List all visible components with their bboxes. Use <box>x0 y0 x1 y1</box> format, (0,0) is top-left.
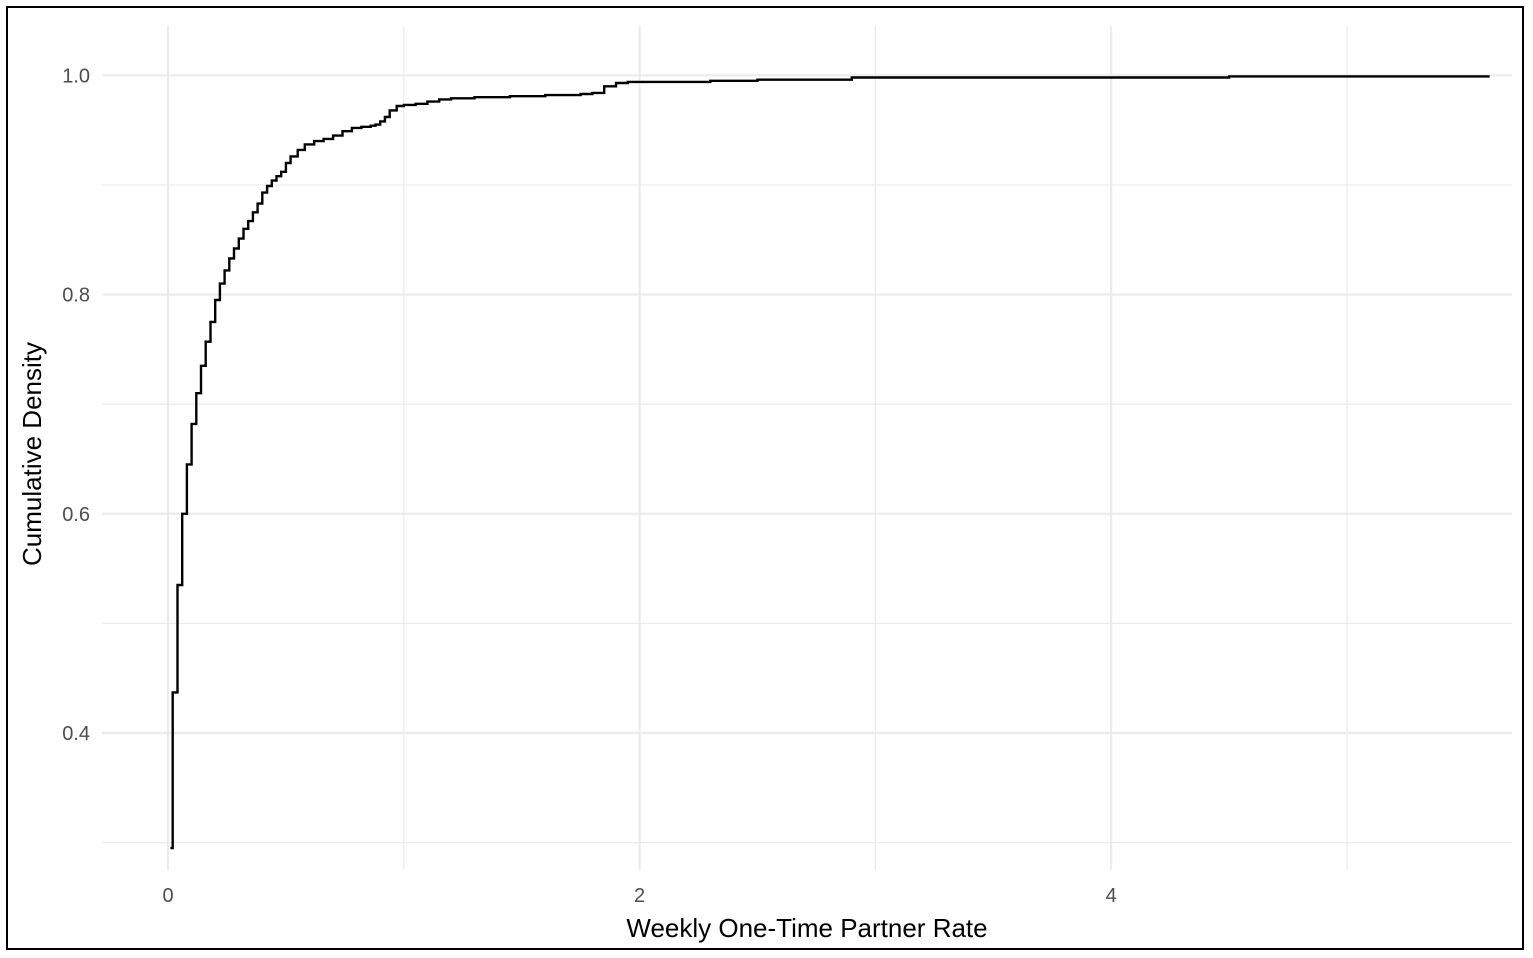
ecdf-chart: 0 2 4 0.4 0.6 0.8 1.0 Weekly One-Time Partner… <box>17 26 1512 943</box>
chart-frame: 0 2 4 0.4 0.6 0.8 1.0 Weekly One-Time Partner… <box>6 6 1524 950</box>
x-tick-label: 4 <box>1106 885 1117 907</box>
y-tick-label: 1.0 <box>62 65 90 87</box>
minor-gridlines <box>102 26 1512 870</box>
x-tick-label: 0 <box>162 885 173 907</box>
ecdf-step-line <box>170 75 1490 850</box>
y-tick-label: 0.4 <box>62 723 90 745</box>
x-axis-title: Weekly One-Time Partner Rate <box>626 913 987 943</box>
y-tick-label: 0.8 <box>62 285 90 307</box>
y-tick-labels: 0.4 0.6 0.8 1.0 <box>62 65 90 745</box>
y-tick-label: 0.6 <box>62 504 90 526</box>
x-tick-label: 2 <box>634 885 645 907</box>
x-tick-labels: 0 2 4 <box>162 885 1116 907</box>
major-gridlines <box>102 26 1512 870</box>
y-axis-title: Cumulative Density <box>17 342 47 566</box>
